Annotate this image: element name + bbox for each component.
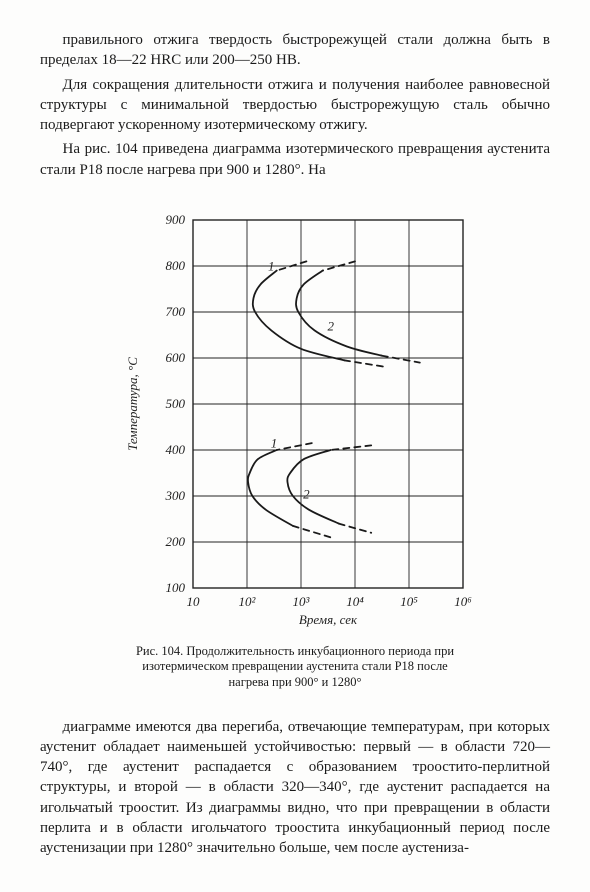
svg-text:10⁶: 10⁶ — [454, 594, 472, 609]
svg-text:10: 10 — [187, 594, 201, 609]
paragraph-4: диаграмме имеются два перегиба, отвечающ… — [40, 717, 550, 859]
svg-text:600: 600 — [166, 350, 186, 365]
figure-caption: Рис. 104. Продолжительность инкубационно… — [135, 644, 455, 691]
svg-text:2: 2 — [303, 486, 310, 501]
chart-svg: 100 200 300 400 500 600 700 800 900 10 10² 10³ 10⁴ 10… — [115, 208, 475, 638]
svg-text:Температура, °C: Температура, °C — [125, 357, 140, 451]
svg-text:400: 400 — [166, 442, 186, 457]
chart-iso-transformation: 100 200 300 400 500 600 700 800 900 10 10² 10³ 10⁴ 10… — [115, 208, 475, 638]
svg-text:1: 1 — [268, 258, 275, 273]
svg-text:800: 800 — [166, 258, 186, 273]
svg-text:2: 2 — [327, 318, 334, 333]
svg-text:100: 100 — [166, 580, 186, 595]
svg-text:900: 900 — [166, 212, 186, 227]
svg-text:10⁴: 10⁴ — [346, 594, 364, 609]
svg-text:1: 1 — [271, 435, 278, 450]
svg-text:500: 500 — [166, 396, 186, 411]
paragraph-2: Для сокращения длительности отжига и пол… — [40, 75, 550, 136]
svg-text:300: 300 — [165, 488, 186, 503]
figure-104: 100 200 300 400 500 600 700 800 900 10 10² 10³ 10⁴ 10… — [115, 208, 475, 691]
svg-text:200: 200 — [166, 534, 186, 549]
svg-text:700: 700 — [166, 304, 186, 319]
paragraph-3: На рис. 104 приведена диаграмма изотерми… — [40, 139, 550, 180]
svg-text:10³: 10³ — [293, 594, 311, 609]
paragraph-1: правильного отжига твердость быстрорежущ… — [40, 30, 550, 71]
svg-text:10⁵: 10⁵ — [400, 594, 418, 609]
svg-text:10²: 10² — [239, 594, 257, 609]
svg-text:Время, сек: Время, сек — [299, 612, 358, 627]
